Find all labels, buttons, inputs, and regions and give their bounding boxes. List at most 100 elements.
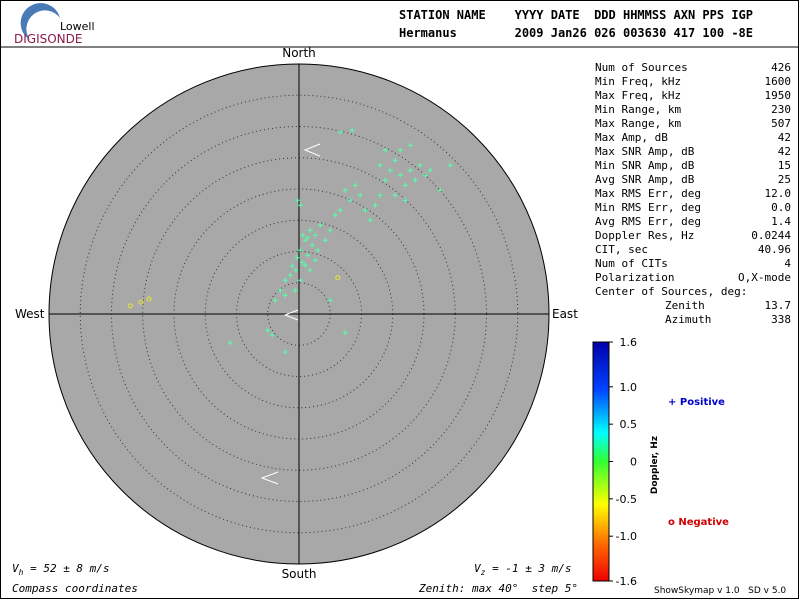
source-positive <box>327 297 333 303</box>
vz-text: = -1 ± 3 m/s <box>485 562 571 575</box>
source-positive <box>327 227 333 233</box>
legend-entry: o Negative <box>668 517 729 528</box>
source-positive <box>322 237 328 243</box>
vh-symbol: V <box>12 562 20 575</box>
stat-label: Max RMS Err, deg <box>595 187 701 200</box>
stat-value: 40.96 <box>758 243 791 256</box>
stat-label: Min Range, km <box>595 103 681 116</box>
source-positive <box>293 267 299 273</box>
source-negative <box>138 299 144 305</box>
source-positive <box>407 142 413 148</box>
stat-value: 15 <box>778 159 791 172</box>
source-positive <box>312 232 318 238</box>
source-positive <box>305 252 311 258</box>
stat-value: 507 <box>771 117 791 130</box>
colorbar-tick-label: 1.0 <box>620 381 638 394</box>
source-positive <box>347 197 353 203</box>
stat-value: 230 <box>771 103 791 116</box>
east-label: East <box>552 307 578 321</box>
source-positive <box>422 172 428 178</box>
source-positive <box>317 222 323 228</box>
source-positive <box>289 263 295 269</box>
source-positive <box>342 187 348 193</box>
source-positive <box>377 192 383 198</box>
colorbar-tick-label: -1.0 <box>616 530 637 543</box>
source-positive <box>297 247 303 253</box>
source-positive <box>362 207 368 213</box>
source-positive <box>297 202 303 208</box>
logo-top: Lowell <box>60 20 95 33</box>
west-label: West <box>15 307 45 321</box>
center-value: 338 <box>771 313 791 326</box>
source-positive <box>437 187 443 193</box>
source-positive <box>299 259 305 265</box>
source-positive <box>282 277 288 283</box>
source-positive <box>407 167 413 173</box>
stat-value: 42 <box>778 145 791 158</box>
center-label: Zenith <box>665 299 705 312</box>
stat-label: Max Amp, dB <box>595 131 668 144</box>
source-positive <box>305 235 311 241</box>
stat-label: Min RMS Err, deg <box>595 201 701 214</box>
logo-bottom: DIGISONDE <box>14 32 82 46</box>
source-positive <box>297 277 303 283</box>
source-positive <box>295 197 301 203</box>
vz-sub: z <box>481 568 486 577</box>
stat-label: Avg RMS Err, deg <box>595 215 701 228</box>
colorbar-tick-label: -1.6 <box>616 575 637 588</box>
source-positive <box>307 267 313 273</box>
legend-name: Positive <box>680 397 725 408</box>
source-positive <box>337 129 343 135</box>
direction-chevrons <box>260 143 321 485</box>
source-negative <box>146 296 152 302</box>
source-negative <box>127 303 133 309</box>
vh-label: Vh = 52 ± 8 m/s <box>12 562 110 577</box>
stat-label: Avg SNR Amp, dB <box>595 173 695 186</box>
source-positive <box>332 212 338 218</box>
stat-label: Min Freq, kHz <box>595 75 681 88</box>
source-positive <box>402 182 408 188</box>
colorbar-tick-label: 0.5 <box>620 418 638 431</box>
source-positive <box>300 232 306 238</box>
source-positive <box>227 340 233 346</box>
source-positive <box>397 172 403 178</box>
source-positive <box>397 147 403 153</box>
source-positive <box>387 167 393 173</box>
center-label: Azimuth <box>665 313 711 326</box>
stat-value: 1600 <box>765 75 792 88</box>
source-positive <box>292 287 298 293</box>
colorbar-tick-label: 0 <box>630 456 637 469</box>
stat-value: 426 <box>771 61 791 74</box>
stat-value: 0.0244 <box>751 229 791 242</box>
stat-label: Max Freq, kHz <box>595 89 681 102</box>
source-positive <box>265 327 271 333</box>
vz-label: Vz = -1 ± 3 m/s <box>474 562 572 577</box>
stat-label: Doppler Res, Hz <box>595 229 694 242</box>
stat-label: Num of Sources <box>595 61 688 74</box>
legend-entry: + Positive <box>668 397 725 408</box>
north-label: North <box>282 46 316 60</box>
stat-value: O,X-mode <box>738 271 791 284</box>
source-positive <box>282 292 288 298</box>
source-positive <box>272 297 278 303</box>
stat-label: Polarization <box>595 271 674 284</box>
legend-marker: + <box>668 397 676 408</box>
source-negative <box>335 275 341 281</box>
source-positive <box>342 330 348 336</box>
stat-value: 4 <box>784 257 791 270</box>
stat-value: 0.0 <box>771 201 791 214</box>
south-label: South <box>282 567 317 581</box>
source-positive <box>392 157 398 163</box>
source-positive <box>382 177 388 183</box>
source-positive <box>337 207 343 213</box>
source-positive <box>349 127 355 133</box>
colorbar <box>592 341 610 582</box>
source-positive <box>282 349 288 355</box>
vh-sub: h <box>19 568 24 577</box>
stat-label: Max SNR Amp, dB <box>595 145 695 158</box>
footer: ShowSkymap v 1.0 SD v 5.0 <box>654 586 786 596</box>
stat-value: 25 <box>778 173 791 186</box>
source-positive <box>377 162 383 168</box>
stat-label: Max Range, km <box>595 117 681 130</box>
source-positive <box>392 192 398 198</box>
